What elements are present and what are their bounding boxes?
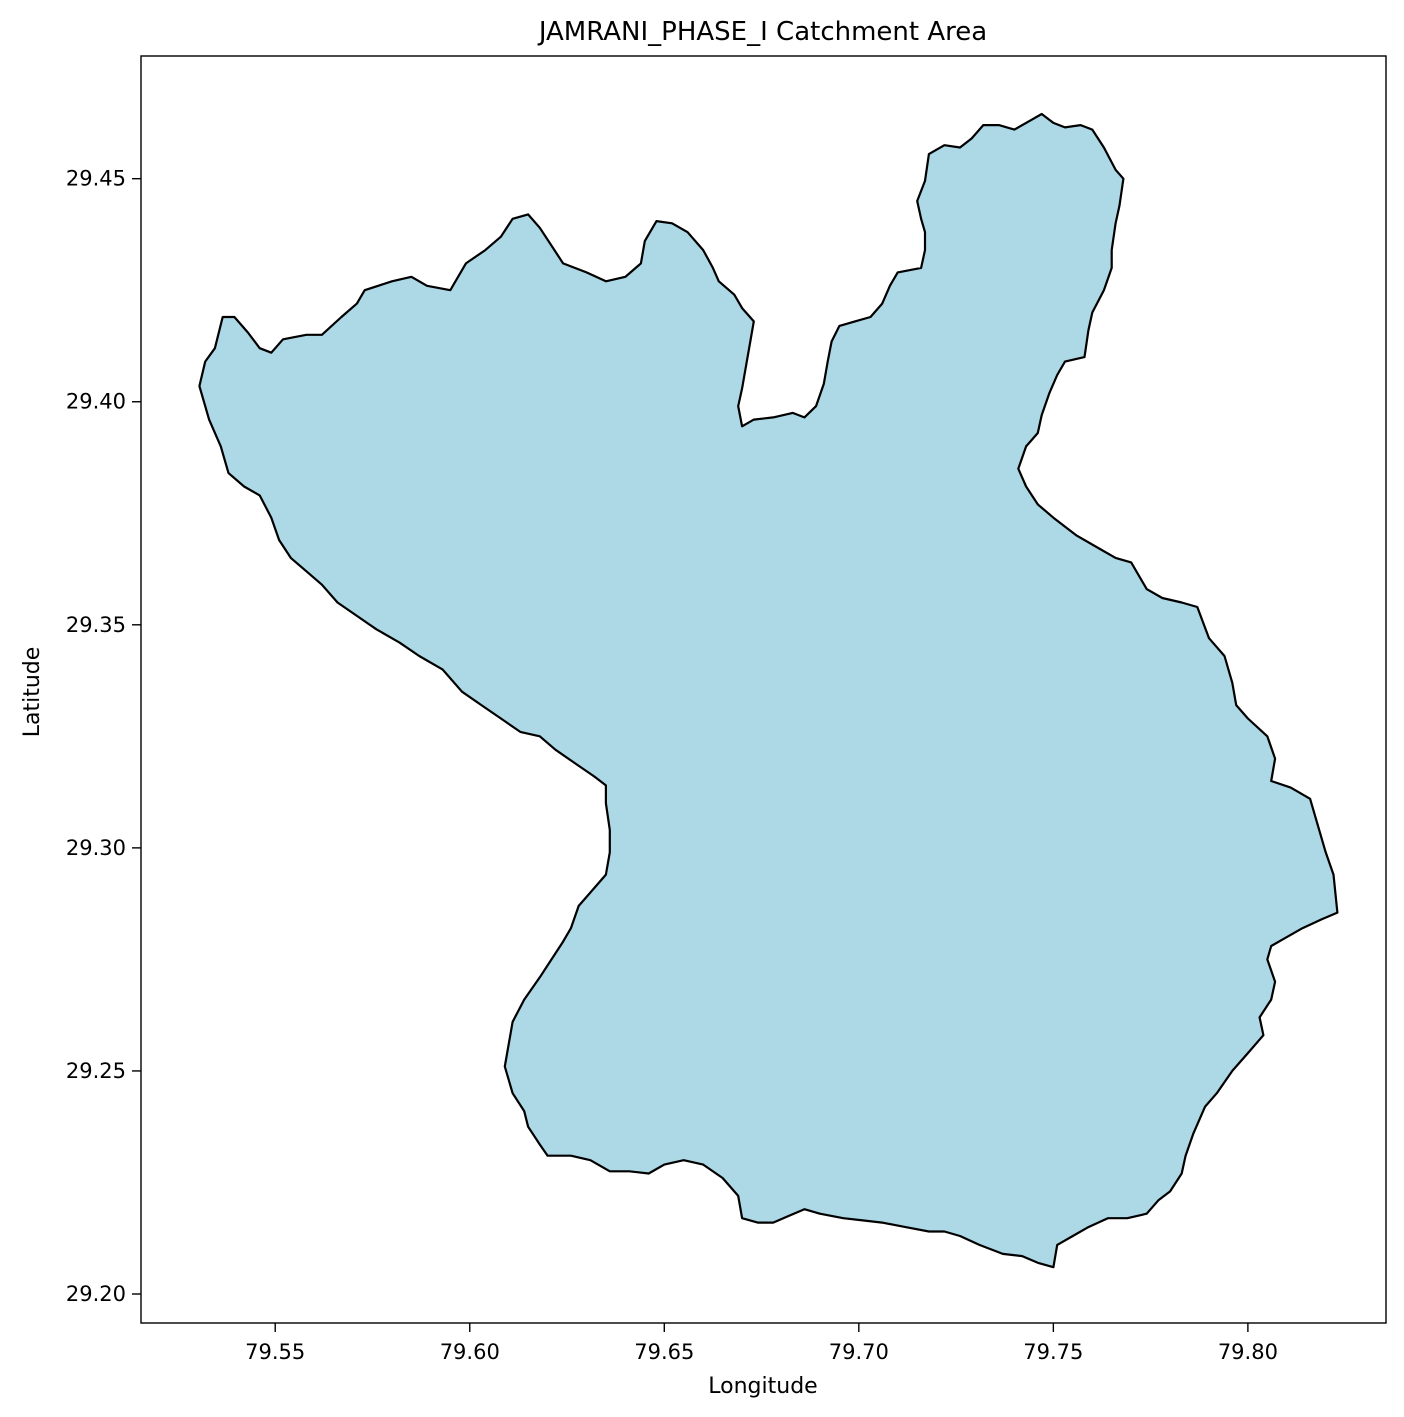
plot-area bbox=[140, 55, 1387, 1324]
x-axis-label: Longitude bbox=[708, 1374, 817, 1399]
x-axis: 79.55 79.60 79.65 79.70 79.75 79.80 bbox=[245, 1323, 1278, 1364]
x-tick-label: 79.60 bbox=[440, 1340, 500, 1364]
y-tick-label: 29.20 bbox=[66, 1282, 126, 1306]
x-tick-label: 79.80 bbox=[1218, 1340, 1278, 1364]
plot-frame bbox=[140, 55, 1387, 1324]
chart-title: JAMRANI_PHASE_I Catchment Area bbox=[537, 17, 987, 47]
x-tick-label: 79.70 bbox=[829, 1340, 889, 1364]
y-tick-label: 29.25 bbox=[66, 1059, 126, 1083]
y-tick-label: 29.35 bbox=[66, 613, 126, 637]
x-tick-label: 79.75 bbox=[1023, 1340, 1083, 1364]
catchment-polygon bbox=[198, 112, 1339, 1269]
y-axis-label: Latitude bbox=[20, 647, 45, 738]
y-axis: 29.20 29.25 29.30 29.35 29.40 29.45 bbox=[66, 167, 141, 1306]
y-tick-label: 29.30 bbox=[66, 836, 126, 860]
y-tick-label: 29.45 bbox=[66, 167, 126, 191]
x-tick-label: 79.65 bbox=[634, 1340, 694, 1364]
x-tick-label: 79.55 bbox=[245, 1340, 305, 1364]
y-tick-label: 29.40 bbox=[66, 390, 126, 414]
